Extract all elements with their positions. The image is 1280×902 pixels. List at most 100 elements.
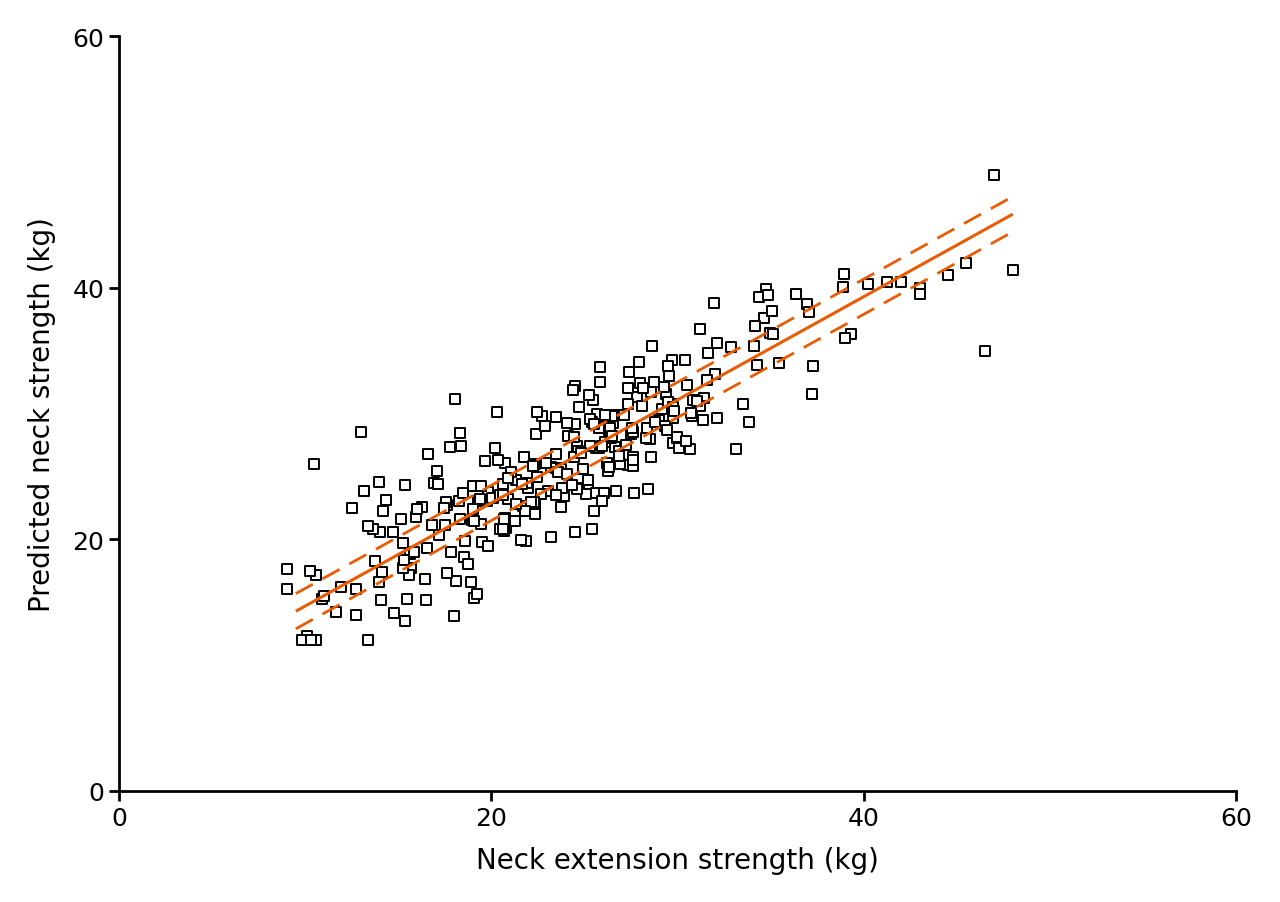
Point xyxy=(622,426,643,440)
Point xyxy=(580,413,600,428)
Point xyxy=(471,518,492,532)
Point xyxy=(584,504,604,519)
Point xyxy=(550,462,571,476)
Point xyxy=(682,393,703,408)
Point xyxy=(477,494,498,509)
Point xyxy=(686,394,707,409)
Point xyxy=(369,475,389,490)
Point xyxy=(424,476,444,491)
Point xyxy=(692,414,713,428)
Point xyxy=(584,418,604,432)
Point xyxy=(680,442,700,456)
Point xyxy=(371,594,392,608)
Point xyxy=(306,568,326,583)
Point xyxy=(357,633,378,648)
Point xyxy=(495,521,516,536)
Point xyxy=(591,439,612,454)
Point xyxy=(937,269,957,283)
Point xyxy=(401,562,421,576)
Point xyxy=(576,487,596,502)
Point xyxy=(407,502,428,516)
Point xyxy=(568,482,589,496)
Point xyxy=(392,512,412,527)
Point xyxy=(467,494,488,509)
Point xyxy=(516,534,536,548)
Point xyxy=(622,421,643,436)
Point xyxy=(445,392,466,407)
Point xyxy=(530,487,550,502)
Point xyxy=(536,456,557,471)
Point xyxy=(417,447,438,462)
Point xyxy=(397,592,417,606)
Point xyxy=(605,484,626,499)
Point xyxy=(396,614,416,629)
Point xyxy=(910,288,931,302)
Point xyxy=(525,495,545,510)
Point xyxy=(616,438,636,453)
Point xyxy=(394,553,415,567)
Point xyxy=(603,408,623,422)
Point xyxy=(416,594,436,608)
Point xyxy=(557,467,577,482)
Point xyxy=(681,407,701,421)
Point xyxy=(682,410,703,424)
Point xyxy=(739,416,759,430)
Point xyxy=(594,419,614,434)
Point xyxy=(435,495,456,510)
Point xyxy=(564,380,585,394)
Point xyxy=(452,486,472,501)
Point xyxy=(399,548,420,562)
Point xyxy=(877,275,897,290)
Point xyxy=(637,421,658,436)
Point xyxy=(457,557,477,572)
Point xyxy=(429,528,449,542)
Point xyxy=(393,537,413,551)
Point xyxy=(435,519,456,533)
Point xyxy=(654,419,675,434)
Point xyxy=(449,512,470,527)
Point xyxy=(494,512,515,527)
Point xyxy=(586,442,607,456)
Point xyxy=(649,413,669,428)
Point xyxy=(525,507,545,521)
Point xyxy=(858,277,878,291)
Point xyxy=(663,400,684,414)
Point xyxy=(477,485,498,500)
Point xyxy=(312,592,333,606)
Point xyxy=(461,575,481,589)
Point xyxy=(632,400,653,414)
Point xyxy=(732,398,753,412)
Point xyxy=(545,410,566,425)
Point xyxy=(516,504,536,519)
Point xyxy=(346,608,366,622)
Point xyxy=(384,605,404,620)
Point xyxy=(832,281,852,295)
Point xyxy=(655,387,676,401)
Point xyxy=(525,500,545,514)
Point xyxy=(663,412,684,427)
Point xyxy=(506,473,526,487)
Point xyxy=(481,491,502,505)
Point xyxy=(552,481,572,495)
Point xyxy=(623,459,644,474)
Point xyxy=(600,422,621,437)
Point xyxy=(571,446,591,460)
Point xyxy=(493,522,513,537)
Point xyxy=(314,589,334,603)
Point xyxy=(564,525,585,539)
Point xyxy=(677,379,698,393)
Point xyxy=(504,514,525,529)
Point xyxy=(721,340,741,354)
Point xyxy=(467,587,488,602)
Point xyxy=(439,440,460,455)
Point xyxy=(448,494,468,509)
Point xyxy=(486,405,507,419)
Point xyxy=(604,440,625,455)
Point xyxy=(891,275,911,290)
Point xyxy=(451,439,471,454)
Point xyxy=(608,449,628,464)
Y-axis label: Predicted neck strength (kg): Predicted neck strength (kg) xyxy=(28,217,56,612)
Point xyxy=(531,409,552,423)
Point xyxy=(694,391,714,406)
Point xyxy=(662,354,682,368)
